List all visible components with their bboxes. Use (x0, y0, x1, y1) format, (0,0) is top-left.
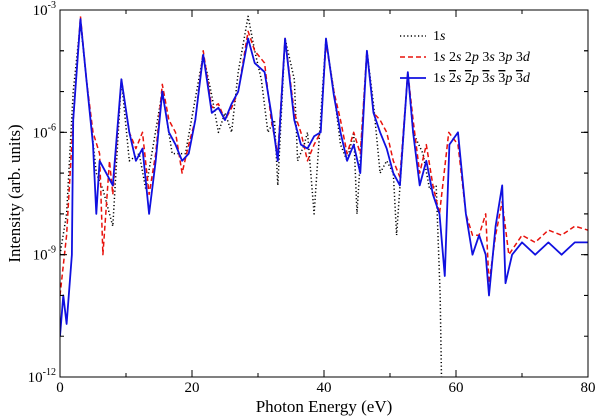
x-axis-label: Photon Energy (eV) (256, 397, 393, 416)
x-tick-label: 80 (581, 380, 596, 396)
legend: 1s 1s 2s 2p 3s 3p 3d 1s 2s 2p 3s 3p 3d (400, 29, 531, 86)
y-axis: 10-12 10-9 10-6 10-3 (28, 0, 588, 386)
y-tick-label: 10-9 (33, 245, 56, 264)
x-tick-label: 20 (185, 380, 200, 396)
series-line-2 (60, 18, 588, 337)
series-line-1 (60, 15, 588, 296)
x-tick-label: 60 (449, 380, 464, 396)
y-axis-label: Intensity (arb. units) (5, 124, 24, 262)
series-layer (60, 15, 588, 377)
legend-label-2: 1s 2s 2p 3s 3p 3d (433, 71, 531, 86)
legend-label-0: 1s (433, 29, 446, 44)
y-tick-label: 10-3 (33, 0, 56, 19)
legend-label-1: 1s 2s 2p 3s 3p 3d (433, 50, 531, 65)
y-tick-label: 10-6 (33, 122, 56, 141)
x-tick-label: 0 (56, 380, 64, 396)
y-tick-label: 10-12 (28, 367, 56, 386)
x-tick-label: 40 (317, 380, 332, 396)
x-axis: 0 20 40 60 80 (56, 10, 596, 396)
